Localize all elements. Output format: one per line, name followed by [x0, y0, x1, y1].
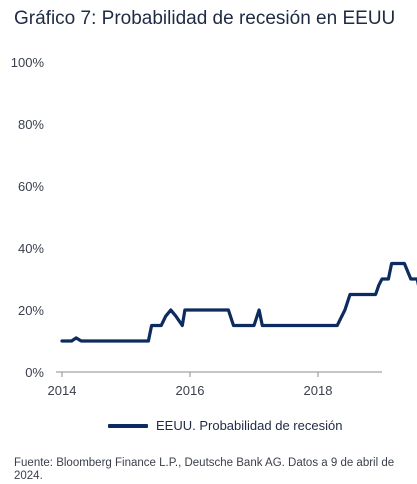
y-axis-ticks: 0% 20% 40% 60% 80% 100%	[11, 55, 45, 380]
x-tick-label: 2016	[176, 383, 205, 398]
y-tick-label: 0%	[25, 365, 44, 380]
legend: EEUU. Probabilidad de recesión	[108, 418, 342, 433]
series-line	[60, 261, 417, 343]
y-tick-label: 60%	[18, 179, 44, 194]
legend-swatch	[108, 423, 148, 428]
y-tick-label: 80%	[18, 117, 44, 132]
x-tick-label: 2014	[48, 383, 77, 398]
y-tick-label: 20%	[18, 303, 44, 318]
x-axis-ticks: 20142016201820202022	[48, 372, 333, 398]
y-tick-label: 40%	[18, 241, 44, 256]
legend-label: EEUU. Probabilidad de recesión	[156, 418, 343, 433]
x-tick-label: 2018	[304, 383, 333, 398]
source-note: Fuente: Bloomberg Finance L.P., Deutsche…	[14, 457, 395, 482]
chart-title: Gráfico 7: Probabilidad de recesión en E…	[14, 8, 396, 29]
y-tick-label: 100%	[11, 55, 45, 70]
series-group	[60, 261, 417, 343]
